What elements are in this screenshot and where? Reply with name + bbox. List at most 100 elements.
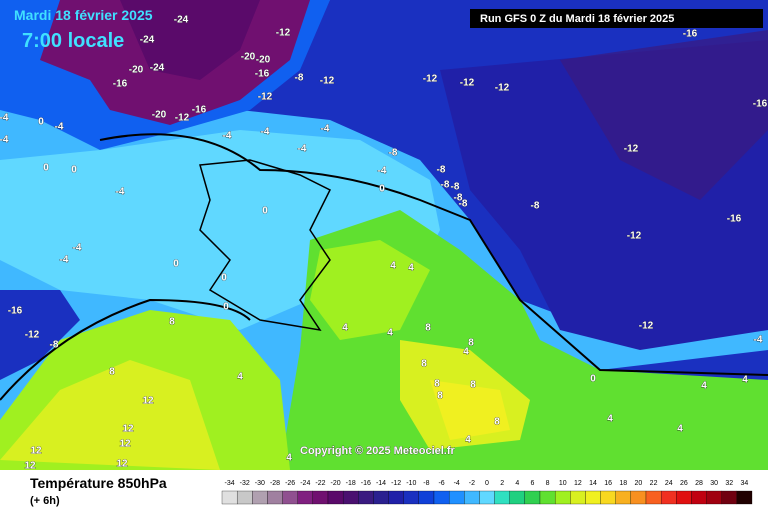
contour-label: -12 <box>423 74 438 85</box>
scale-label: -20 <box>331 480 341 487</box>
color-scale: -34 -32 -30 -28 -26 -24 -22 -20 -18 -16 -14 -12 -10-… <box>221 480 753 505</box>
scale-swatch <box>479 490 495 505</box>
contour-label: 4 <box>677 424 683 435</box>
contour-label: -4 <box>73 243 82 254</box>
contour-label: 0 <box>262 206 268 217</box>
scale-label: 18 <box>619 480 627 487</box>
scale-label: 12 <box>574 480 582 487</box>
scale-label: -32 <box>240 480 250 487</box>
scale-label: -4 <box>454 480 460 487</box>
contour-label: 4 <box>408 263 414 274</box>
scale-label: -28 <box>270 480 280 487</box>
contour-label: 8 <box>468 338 474 349</box>
contour-label: -12 <box>258 92 273 103</box>
contour-label: 0 <box>223 302 229 313</box>
scale-swatch <box>645 490 662 505</box>
contour-label: -12 <box>624 144 639 155</box>
contour-label: -8 <box>441 180 450 191</box>
contour-label: 0 <box>379 184 385 195</box>
scale-swatch <box>691 490 707 505</box>
contour-label: -12 <box>175 113 190 124</box>
scale-label: -34 <box>225 480 235 487</box>
contour-label: -16 <box>192 105 207 116</box>
contour-label: -16 <box>727 214 742 225</box>
scale-swatch <box>403 490 420 505</box>
scale-swatch <box>433 490 450 505</box>
contour-label: -8 <box>437 165 446 176</box>
contour-label: -4 <box>261 127 270 138</box>
contour-label: 4 <box>342 323 348 334</box>
run-box <box>470 9 763 28</box>
scale-swatch <box>236 490 253 505</box>
contour-label: -20 <box>129 65 144 76</box>
contour-label: 4 <box>701 381 707 392</box>
scale-swatch <box>221 490 238 505</box>
contour-label: 4 <box>237 372 243 383</box>
scale-label: -14 <box>376 480 386 487</box>
scale-label: -8 <box>423 480 429 487</box>
contour-label: -12 <box>276 28 291 39</box>
contour-label: 8 <box>470 380 476 391</box>
contour-label: 12 <box>30 446 42 457</box>
scale-swatch <box>630 490 647 505</box>
scale-swatch <box>358 490 374 505</box>
scale-swatch <box>388 490 404 505</box>
scale-swatch <box>676 490 692 505</box>
contour-label: 12 <box>119 439 131 450</box>
contour-label: -20 <box>241 52 256 63</box>
scale-label: 22 <box>650 480 658 487</box>
contour-label: -12 <box>495 83 510 94</box>
contour-label: -20 <box>152 110 167 121</box>
map-background <box>0 0 768 470</box>
time-title: 7:00 locale <box>22 30 124 52</box>
scale-label: -24 <box>300 480 310 487</box>
contour-labels: -24-24-12-20 -20-16 -8 -12 -12 -12 -12-16-16-2… <box>0 14 768 472</box>
contour-label: 12 <box>122 424 134 435</box>
scale-swatch <box>494 490 510 505</box>
contour-label: -16 <box>753 99 768 110</box>
contour-label: 12 <box>116 459 128 470</box>
scale-label: -26 <box>285 480 295 487</box>
scale-label: -22 <box>315 480 325 487</box>
contour-label: 8 <box>169 317 175 328</box>
contour-label: -16 <box>113 79 128 90</box>
contour-label: 4 <box>465 435 471 446</box>
contour-label: 12 <box>142 396 154 407</box>
scale-swatch <box>267 490 283 505</box>
contour-label: 8 <box>421 359 427 370</box>
scale-swatch <box>373 490 389 505</box>
contour-label: -8 <box>50 340 59 351</box>
contour-label: -4 <box>378 166 387 177</box>
forecast-step: (+ 6h) <box>30 495 60 507</box>
scale-swatch <box>524 490 541 505</box>
scale-label: -16 <box>361 480 371 487</box>
contour-label: 4 <box>607 414 613 425</box>
contour-label: -4 <box>60 255 69 266</box>
scale-label: 24 <box>665 480 673 487</box>
scale-swatch <box>418 490 435 505</box>
scale-label: 26 <box>680 480 688 487</box>
scale-swatch <box>252 490 268 505</box>
contour-label: -16 <box>255 69 270 80</box>
contour-label: -24 <box>140 35 155 46</box>
contour-label: -4 <box>298 144 307 155</box>
scale-label: 16 <box>604 480 612 487</box>
contour-label: -4 <box>55 122 64 133</box>
scale-label: 34 <box>741 480 749 487</box>
scale-label: 8 <box>546 480 550 487</box>
contour-label: -16 <box>8 306 23 317</box>
contour-label: 12 <box>24 461 36 472</box>
scale-label: -12 <box>391 480 401 487</box>
scale-swatch <box>585 490 601 505</box>
contour-label: 8 <box>437 391 443 402</box>
contour-label: 4 <box>463 347 469 358</box>
contour-label: -12 <box>320 76 335 87</box>
contour-label: -4 <box>0 113 9 124</box>
contour-label: 0 <box>590 374 596 385</box>
scale-swatch <box>554 490 571 505</box>
contour-label: 4 <box>286 453 292 464</box>
contour-label: 4 <box>387 328 393 339</box>
contour-label: -4 <box>116 187 125 198</box>
contour-label: 0 <box>221 273 227 284</box>
